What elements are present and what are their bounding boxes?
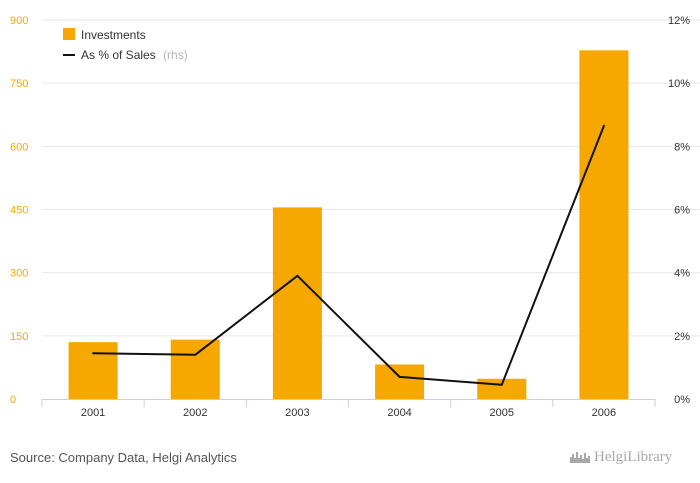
source-note: Source: Company Data, Helgi Analytics [10, 450, 237, 465]
legend-label-rhs-suffix: (rhs) [163, 48, 188, 62]
bar-2004 [375, 364, 425, 399]
y-right-tick-label: 4% [674, 268, 690, 280]
y-left-tick-label: 450 [10, 205, 28, 217]
brand-name: HelgiLibrary [594, 449, 673, 465]
line-point-2004 [398, 375, 401, 378]
line-point-2003 [296, 274, 299, 277]
axes: 0 0% 150 2% 300 4% 450 6% 600 8% 750 10% 900 12% 2001 2… [10, 15, 690, 419]
y-right-tick-label: 10% [668, 78, 690, 90]
y-right-tick-label: 12% [668, 15, 690, 27]
y-right-tick-label: 2% [674, 331, 690, 343]
legend-label-sales-ratio-text: As % of Sales [81, 48, 156, 62]
legend: Investments As % of Sales (rhs) [63, 28, 188, 62]
line-point-2001 [92, 352, 95, 355]
line-series [92, 124, 605, 386]
x-tick-label: 2003 [285, 407, 309, 419]
legend-swatch-investments [63, 28, 75, 40]
line-point-2005 [500, 383, 503, 386]
y-right-tick-label: 6% [674, 205, 690, 217]
bar-2003 [272, 207, 322, 399]
x-tick-label: 2004 [387, 407, 411, 419]
line-point-2002 [194, 353, 197, 356]
y-left-tick-label: 150 [10, 331, 28, 343]
line-point-2006 [602, 124, 605, 127]
x-tick-label: 2005 [490, 407, 514, 419]
bar-2002 [170, 339, 220, 399]
bar-2005 [477, 378, 527, 399]
y-left-tick-label: 900 [10, 15, 28, 27]
bar-series [68, 50, 629, 399]
skyline-icon [570, 452, 590, 463]
x-tick-label: 2002 [183, 407, 207, 419]
legend-label-sales-ratio: As % of Sales (rhs) [81, 48, 188, 62]
brand-logo: HelgiLibrary [570, 449, 672, 466]
y-left-tick-label: 300 [10, 268, 28, 280]
x-tick-label: 2006 [592, 407, 616, 419]
investments-chart: 0 0% 150 2% 300 4% 450 6% 600 8% 750 10% 900 12% 2001 2… [10, 15, 700, 419]
y-right-tick-label: 8% [674, 141, 690, 153]
x-tick-label: 2001 [81, 407, 105, 419]
y-left-tick-label: 600 [10, 141, 28, 153]
y-left-tick-label: 0 [10, 394, 16, 406]
y-right-tick-label: 0% [674, 394, 690, 406]
y-left-tick-label: 750 [10, 78, 28, 90]
legend-label-investments: Investments [81, 28, 146, 42]
bar-2006 [579, 50, 629, 399]
sales-ratio-line [93, 125, 605, 386]
bar-2001 [68, 342, 118, 399]
